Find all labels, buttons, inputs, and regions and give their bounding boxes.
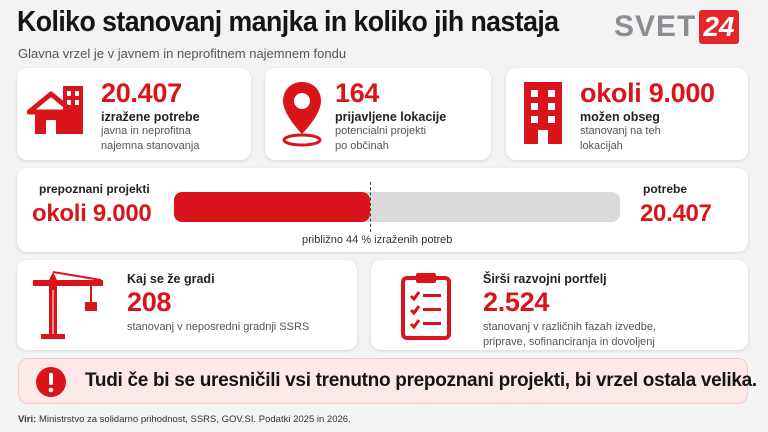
locations-desc-2: po občinah [335, 139, 389, 152]
svet24-logo[interactable]: SVET 24 [614, 10, 739, 44]
clipboard-checklist-icon [401, 273, 451, 340]
exclamation-icon [36, 367, 66, 397]
location-pin-icon [282, 82, 322, 147]
needs-value: 20.407 [101, 78, 182, 108]
alert-text: Tudi če bi se uresničili vsi trenutno pr… [85, 370, 757, 391]
logo-number: 24 [699, 10, 739, 44]
comparison-card: prepoznani projekti okoli 9.000 potrebe … [17, 168, 748, 252]
capacity-desc-1: stanovanj na teh [580, 125, 661, 137]
portfolio-label: Širši razvojni portfelj [483, 272, 607, 286]
sources-prefix: Viri: [18, 414, 37, 425]
building-icon [524, 82, 562, 144]
page-subtitle: Glavna vrzel je v javnem in neprofitnem … [18, 46, 347, 61]
comparison-right-label: potrebe [643, 182, 688, 196]
sources-text: Ministrstvo za solidarno prihodnost, SSR… [38, 414, 351, 425]
locations-value: 164 [335, 78, 380, 108]
stat-card-locations: 164 prijavljene lokacije potencialni pro… [265, 68, 491, 160]
capacity-label: možen obseg [580, 110, 660, 124]
comparison-left-value: okoli 9.000 [32, 200, 152, 227]
logo-text: SVET [614, 10, 697, 43]
portfolio-card: Širši razvojni portfelj 2.524 stanovanj … [371, 260, 748, 350]
crane-icon [33, 271, 103, 339]
sources-note: Viri: Ministrstvo za solidarno prihodnos… [18, 414, 351, 425]
needs-label: izražene potrebe [101, 110, 200, 124]
comparison-caption: približno 44 % izraženih potreb [302, 234, 453, 246]
portfolio-desc-2: priprave, sofinanciranja in dovoljenj [483, 335, 655, 348]
comparison-right-value: 20.407 [640, 200, 712, 227]
bar-fill [174, 192, 371, 222]
page-title: Koliko stanovanj manjka in koliko jih na… [17, 6, 559, 38]
needs-desc-1: javna in neprofitna [101, 125, 191, 137]
construction-label: Kaj se že gradi [127, 272, 215, 286]
houses-icon [27, 86, 83, 134]
capacity-value: okoli 9.000 [580, 78, 715, 108]
needs-desc-2: najemna stanovanja [101, 139, 200, 152]
locations-desc-1: potencialni projekti [335, 125, 427, 137]
stat-card-needs: 20.407 izražene potrebe javna in neprofi… [17, 68, 251, 160]
portfolio-value: 2.524 [483, 287, 550, 317]
comparison-left-label: prepoznani projekti [39, 182, 150, 196]
alert-banner: Tudi če bi se uresničili vsi trenutno pr… [18, 358, 757, 404]
capacity-desc-2: lokacijah [580, 139, 623, 152]
stat-card-capacity: okoli 9.000 možen obseg stanovanj na teh… [506, 68, 748, 160]
portfolio-desc-1: stanovanj v različnih fazah izvedbe, [483, 321, 657, 333]
bar-marker [370, 182, 372, 232]
locations-label: prijavljene lokacije [335, 110, 447, 124]
construction-desc: stanovanj v neposredni gradnji SSRS [127, 321, 310, 333]
comparison-bar [174, 182, 620, 232]
construction-card: Kaj se že gradi 208 stanovanj v neposred… [17, 260, 357, 350]
construction-value: 208 [127, 287, 172, 317]
